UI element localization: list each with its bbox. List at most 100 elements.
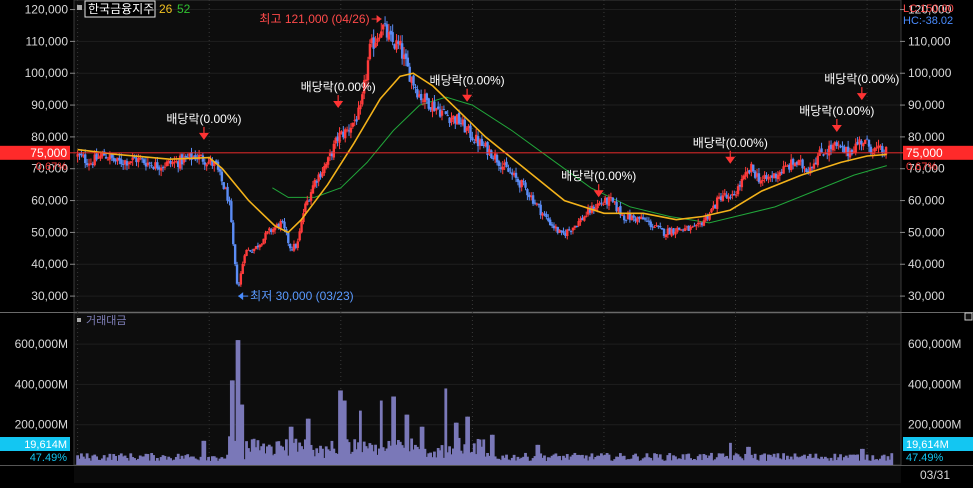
- candle-body: [881, 146, 884, 154]
- volume-bar: [803, 454, 806, 465]
- volume-bar: [303, 439, 307, 465]
- volume-bar: [544, 460, 548, 465]
- candle-body: [822, 154, 825, 156]
- current-price-right: 75,000: [906, 146, 943, 160]
- candle-body: [161, 167, 165, 169]
- candle-body: [729, 196, 732, 198]
- volume-bar: [611, 460, 615, 465]
- candle-body: [467, 125, 470, 129]
- legend-handle[interactable]: [77, 5, 82, 10]
- candle-body: [121, 163, 125, 165]
- volume-bar: [723, 456, 727, 465]
- candle-body: [801, 159, 804, 169]
- candle-body: [598, 203, 601, 205]
- candle-body: [609, 197, 613, 199]
- candle-body: [588, 207, 592, 213]
- volume-bar: [377, 448, 381, 465]
- price-tick-label-right: 50,000: [908, 225, 945, 239]
- candle-body: [139, 158, 142, 160]
- volume-bar: [666, 455, 670, 465]
- volume-bar: [746, 446, 749, 465]
- candle-body: [97, 157, 100, 159]
- candle-body: [326, 157, 330, 165]
- candle-body: [91, 163, 95, 166]
- volume-bar: [778, 458, 782, 465]
- volume-bar: [340, 390, 343, 465]
- volume-bar: [577, 454, 581, 465]
- volume-bar: [842, 457, 846, 465]
- candle-body: [406, 57, 410, 67]
- low-marker-arrow: [238, 292, 244, 301]
- volume-bar: [163, 456, 167, 465]
- candle-body: [165, 161, 169, 166]
- volume-bar: [463, 444, 467, 465]
- ma26-legend-label: 26: [159, 2, 173, 16]
- candle-body: [159, 167, 163, 171]
- candle-body: [239, 273, 243, 285]
- candle-body: [148, 162, 151, 164]
- candle-body: [425, 93, 429, 101]
- volume-bar: [391, 396, 395, 465]
- candle-body: [397, 41, 400, 44]
- candle-body: [287, 232, 290, 243]
- volume-bar: [698, 454, 702, 465]
- candle-body: [776, 175, 780, 180]
- volume-bar: [169, 458, 173, 465]
- candle-body: [232, 222, 235, 245]
- candle-body: [235, 264, 239, 284]
- volume-bar: [212, 456, 216, 465]
- volume-bar: [95, 456, 99, 465]
- volume-bar: [440, 445, 444, 465]
- high-marker-arrow: [376, 15, 382, 23]
- volume-current-box-right: [903, 437, 973, 451]
- volume-bar: [497, 458, 501, 465]
- candle-body: [683, 228, 687, 232]
- volume-bar: [279, 445, 283, 465]
- volume-bar: [328, 450, 332, 465]
- panel-corner-button[interactable]: [964, 312, 973, 321]
- volume-bar: [376, 454, 379, 465]
- volume-bar: [254, 447, 258, 465]
- candle-body: [461, 119, 465, 125]
- volume-title-handle[interactable]: [77, 318, 81, 322]
- volume-bar: [423, 448, 427, 465]
- candle-body: [687, 225, 690, 231]
- candle-body: [697, 222, 700, 225]
- instrument-name-box[interactable]: [84, 0, 156, 18]
- volume-bar: [884, 460, 888, 465]
- volume-bar: [431, 457, 434, 465]
- volume-bar: [655, 454, 658, 465]
- volume-bar: [531, 458, 535, 465]
- candle-body: [651, 226, 654, 228]
- volume-bar: [598, 455, 601, 465]
- volume-tick-label-right: 200,000M: [908, 418, 961, 432]
- candle-body: [862, 143, 865, 147]
- candle-body: [522, 181, 525, 183]
- candle-body: [657, 225, 660, 227]
- candle-body: [856, 141, 859, 145]
- candle-body: [226, 186, 229, 201]
- volume-bar: [262, 443, 266, 465]
- candle-body: [512, 173, 516, 176]
- candle-body: [871, 153, 874, 155]
- candle-body: [106, 159, 110, 161]
- volume-bar: [283, 450, 286, 465]
- candle-body: [334, 137, 337, 144]
- candle-body: [797, 160, 800, 166]
- candle-body: [455, 114, 459, 125]
- volume-bar: [119, 453, 123, 465]
- candle-body: [509, 172, 512, 174]
- candle-body: [789, 159, 793, 171]
- candle-body: [114, 159, 117, 162]
- volume-bar: [87, 458, 91, 465]
- candle-body: [332, 143, 336, 158]
- volume-bar: [520, 457, 524, 465]
- volume-bar: [727, 458, 730, 465]
- volume-bar: [552, 454, 556, 465]
- current-price-left: 75,000: [30, 146, 67, 160]
- volume-bar: [467, 416, 470, 465]
- volume-tick-label-left: 200,000M: [15, 418, 68, 432]
- candle-body: [552, 225, 556, 229]
